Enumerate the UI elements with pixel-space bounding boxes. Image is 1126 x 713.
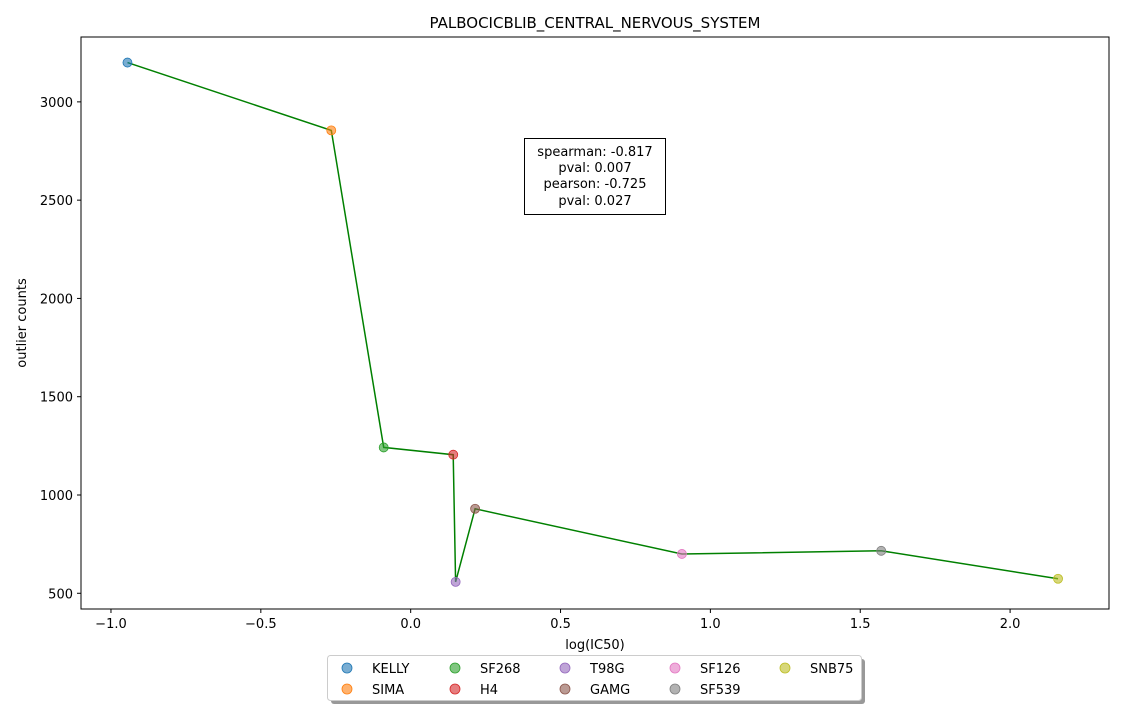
legend-label-t98g: T98G	[589, 662, 625, 677]
y-tick-label: 1500	[40, 391, 73, 406]
stats-line-pval-2: pval: 0.027	[558, 194, 631, 209]
stats-line-pval-1: pval: 0.007	[558, 161, 631, 176]
y-tick-label: 2000	[40, 292, 73, 307]
legend-box	[327, 655, 862, 701]
legend-label-sf539: SF539	[700, 683, 741, 698]
x-tick-label: −1.0	[95, 617, 127, 632]
y-tick-label: 2500	[40, 194, 73, 209]
stats-annotation-box	[524, 138, 666, 215]
point-kelly	[122, 57, 133, 68]
point-sf539	[876, 545, 887, 556]
chart-title: PALBOCICBLIB_CENTRAL_NERVOUS_SYSTEM	[430, 14, 761, 33]
legend-label-snb75: SNB75	[810, 662, 853, 677]
x-axis: −1.0 −0.5 0.0 0.5 1.0 1.5 2.0	[95, 609, 1020, 632]
legend-marker-snb75	[779, 662, 791, 674]
point-sf126	[677, 549, 687, 559]
point-gamg	[470, 503, 481, 514]
x-tick-label: 1.5	[850, 617, 871, 632]
x-axis-label: log(IC50)	[565, 638, 624, 653]
legend-marker-sf539	[669, 683, 681, 695]
x-tick-label: 2.0	[1000, 617, 1021, 632]
legend-marker-h4	[449, 683, 461, 695]
y-axis: 500 1000 1500 2000 2500 3000	[40, 96, 81, 602]
x-tick-label: −0.5	[245, 617, 277, 632]
legend-label-sf268: SF268	[480, 662, 521, 677]
y-tick-label: 3000	[40, 96, 73, 111]
x-tick-label: 1.0	[700, 617, 721, 632]
x-tick-label: 0.5	[550, 617, 571, 632]
point-sima	[326, 125, 337, 136]
legend-marker-sf268	[449, 662, 461, 674]
point-snb75	[1053, 573, 1063, 584]
legend-marker-sf126	[669, 662, 681, 674]
legend-label-kelly: KELLY	[372, 662, 409, 677]
legend: KELLY SIMA SF268 H4 T98G GAMG SF126 SF539 SNB75	[327, 655, 865, 704]
legend-items: KELLY SIMA SF268 H4 T98G GAMG SF126 SF539 SNB75	[341, 662, 853, 698]
stats-line-pearson: pearson: -0.725	[544, 177, 647, 192]
scatter-points	[122, 57, 1063, 587]
point-sf268	[378, 442, 389, 453]
y-axis-label: outlier counts	[15, 278, 30, 368]
point-h4	[448, 449, 459, 460]
legend-marker-sima	[341, 683, 353, 695]
legend-label-h4: H4	[480, 683, 498, 698]
y-tick-label: 1000	[40, 489, 73, 504]
point-t98g	[450, 576, 461, 587]
legend-marker-t98g	[559, 662, 571, 674]
legend-label-gamg: GAMG	[590, 683, 630, 698]
legend-marker-kelly	[341, 662, 353, 674]
y-tick-label: 500	[48, 587, 73, 602]
x-tick-label: 0.0	[400, 617, 421, 632]
legend-label-sima: SIMA	[372, 683, 404, 698]
legend-label-sf126: SF126	[700, 662, 741, 677]
stats-annotation: spearman: -0.817 pval: 0.007 pearson: -0…	[524, 138, 666, 215]
stats-line-spearman: spearman: -0.817	[537, 145, 652, 160]
legend-marker-gamg	[559, 683, 571, 695]
plot-area	[80, 36, 1110, 610]
